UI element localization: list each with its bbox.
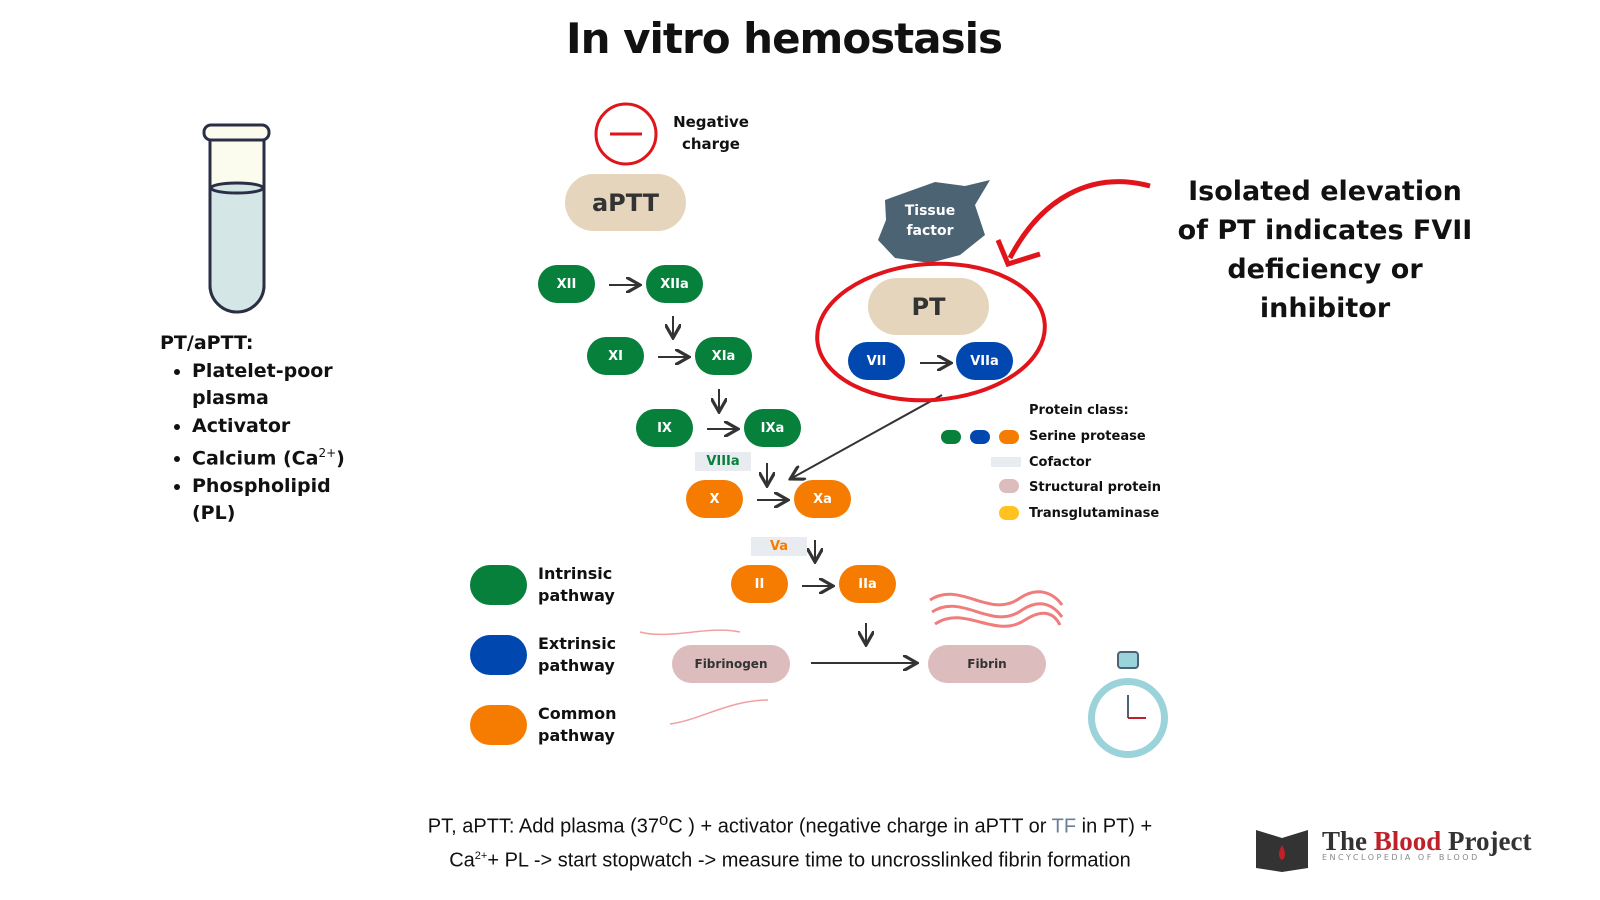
- fibrin-node: Fibrin: [928, 645, 1046, 683]
- reagent-item: Platelet-poor plasma: [192, 358, 342, 413]
- aptt-node: aPTT: [565, 174, 686, 231]
- pt-highlight-circle: [815, 261, 1047, 403]
- reagent-heading: PT/aPTT:: [160, 332, 254, 354]
- degree-sup: o: [659, 810, 669, 829]
- factor-ixa: IXa: [744, 409, 801, 447]
- factor-xa: Xa: [794, 480, 851, 518]
- procedure-text: PT, aPTT: Add plasma (37oC ) + activator…: [380, 805, 1200, 875]
- legend-extrinsic-label: Extrinsic pathway: [538, 634, 617, 675]
- factor-viiia: VIIIa: [695, 452, 751, 471]
- logo-book-icon: [1256, 830, 1308, 872]
- procedure-text-1b: C ) + activator (negative charge in aPTT…: [668, 815, 1052, 838]
- factor-x: X: [686, 480, 743, 518]
- reagent-item: Phospholipid (PL): [192, 473, 332, 528]
- logo-text-c: Project: [1441, 826, 1532, 856]
- logo: The Blood Project ENCYCLOPEDIA OF BLOOD: [1322, 826, 1532, 862]
- factor-viia: VIIa: [956, 342, 1013, 380]
- reagent-item: Calcium (Ca2+): [192, 440, 345, 473]
- factor-xii: XII: [538, 265, 595, 303]
- protein-class-transglutaminase: Transglutaminase: [1029, 506, 1160, 521]
- legend-extrinsic-swatch: [470, 635, 527, 675]
- annotation-text: Isolated elevation of PT indicates FVII …: [1177, 176, 1473, 324]
- procedure-text-2a: Ca: [449, 849, 475, 872]
- ca-text: Calcium (Ca: [192, 447, 319, 470]
- protein-class-serine: Serine protease: [1029, 429, 1146, 444]
- factor-iia: IIa: [839, 565, 896, 603]
- fibrin-strands-icon: [929, 590, 1064, 628]
- factor-va: Va: [751, 537, 807, 556]
- ca-end: ): [336, 447, 345, 470]
- logo-text-a: The: [1322, 826, 1374, 856]
- negative-charge-icon: [594, 102, 658, 166]
- ca-sup: 2+: [318, 446, 337, 460]
- factor-vii: VII: [848, 342, 905, 380]
- test-tube-icon: [202, 123, 271, 314]
- protein-class-heading: Protein class:: [1029, 403, 1129, 418]
- tissue-factor-blob: [878, 180, 990, 263]
- logo-text-b: Blood: [1373, 826, 1442, 856]
- annotation-arrow: [1007, 179, 1151, 260]
- ca-sup-bottom: 2+: [474, 849, 488, 862]
- reagent-item: Activator: [192, 413, 345, 441]
- factor-ix: IX: [636, 409, 693, 447]
- page-title: In vitro hemostasis: [565, 14, 1003, 63]
- tissue-factor-label: Tissue factor: [904, 203, 956, 239]
- procedure-text-1a: PT, aPTT: Add plasma (37: [427, 815, 660, 838]
- legend-common-label: Common pathway: [538, 704, 617, 745]
- factor-xiia: XIIa: [646, 265, 703, 303]
- logo-tagline: ENCYCLOPEDIA OF BLOOD: [1322, 853, 1480, 862]
- pt-node: PT: [868, 278, 989, 335]
- reagent-list: PT/aPTT: Platelet-poor plasma Activator …: [160, 330, 345, 528]
- legend-intrinsic-label: Intrinsic pathway: [538, 564, 615, 605]
- protein-class-swatches: [941, 430, 1021, 520]
- protein-class-cofactor: Cofactor: [1029, 455, 1092, 470]
- reaction-arrows: [609, 285, 949, 663]
- factor-xia: XIa: [695, 337, 752, 375]
- factor-xi: XI: [587, 337, 644, 375]
- legend-common-swatch: [470, 705, 527, 745]
- tf-text: TF: [1051, 815, 1077, 838]
- procedure-text-2b: + PL -> start stopwatch -> measure time …: [487, 849, 1131, 872]
- legend-intrinsic-swatch: [470, 565, 527, 605]
- protein-class-structural: Structural protein: [1029, 480, 1161, 495]
- procedure-text-1c: in PT) +: [1076, 815, 1153, 838]
- negative-charge-label: Negative charge: [673, 113, 749, 153]
- factor-ii: II: [731, 565, 788, 603]
- fibrinogen-node: Fibrinogen: [672, 645, 790, 683]
- stopwatch-icon: [1088, 651, 1168, 758]
